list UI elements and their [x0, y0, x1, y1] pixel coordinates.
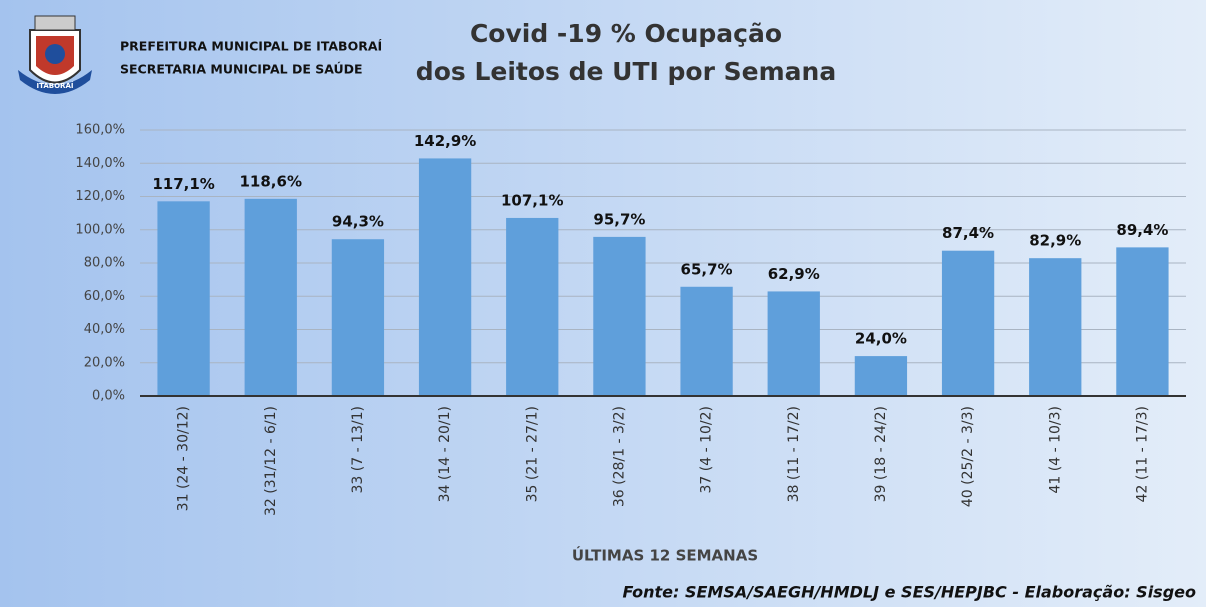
x-tick-label: 36 (28/1 - 3/2)	[611, 406, 627, 507]
y-tick-label: 40,0%	[84, 322, 125, 337]
value-label: 95,7%	[593, 210, 645, 228]
value-label: 118,6%	[240, 172, 302, 190]
value-label: 65,7%	[681, 260, 733, 278]
x-tick-label: 33 (7 - 13/1)	[350, 406, 366, 494]
value-label: 87,4%	[942, 224, 994, 242]
bar	[244, 198, 297, 396]
header-line: SECRETARIA MUNICIPAL DE SAÚDE	[120, 62, 363, 77]
chart-title: dos Leitos de UTI por Semana	[416, 57, 836, 86]
bar	[941, 250, 995, 396]
y-tick-label: 0,0%	[92, 389, 125, 404]
bar	[1029, 258, 1082, 396]
chart-title: Covid -19 % Ocupação	[470, 19, 782, 48]
bar	[157, 201, 210, 396]
x-tick-label: 40 (25/2 - 3/3)	[960, 406, 976, 507]
bar	[1116, 247, 1169, 396]
source: Fonte: SEMSA/SAEGH/HMDLJ e SES/HEPJBC - …	[622, 583, 1196, 602]
value-label: 142,9%	[414, 132, 476, 150]
header-line: PREFEITURA MUNICIPAL DE ITABORAÍ	[120, 39, 383, 54]
bar	[767, 291, 820, 396]
value-label: 82,9%	[1029, 232, 1081, 250]
y-tick-label: 60,0%	[84, 289, 125, 304]
x-tick-label: 38 (11 - 17/2)	[786, 406, 802, 502]
y-tick-label: 20,0%	[84, 355, 125, 370]
y-tick-label: 80,0%	[84, 256, 125, 271]
value-label: 62,9%	[768, 265, 820, 283]
x-tick-label: 34 (14 - 20/1)	[437, 406, 453, 502]
bar	[506, 217, 559, 396]
bar	[593, 236, 646, 396]
y-tick-label: 120,0%	[75, 189, 125, 204]
x-tick-label: 31 (24 - 30/12)	[176, 406, 192, 511]
bar	[680, 286, 733, 396]
bar	[854, 356, 908, 396]
logo-text: ITABORAÍ	[37, 81, 74, 90]
value-label: 117,1%	[152, 175, 214, 193]
x-tick-label: 39 (18 - 24/2)	[873, 406, 889, 502]
bar	[418, 158, 472, 396]
x-tick-label: 35 (21 - 27/1)	[524, 406, 540, 502]
x-axis-label: ÚLTIMAS 12 SEMANAS	[572, 546, 758, 565]
bar	[331, 239, 385, 396]
x-tick-label: 42 (11 - 17/3)	[1134, 406, 1150, 502]
y-tick-label: 140,0%	[75, 156, 125, 171]
logo: ITABORAÍ	[18, 15, 92, 94]
value-label: 94,3%	[332, 213, 384, 231]
value-label: 107,1%	[501, 191, 563, 209]
value-label: 89,4%	[1116, 221, 1168, 239]
x-tick-label: 41 (4 - 10/3)	[1047, 406, 1063, 494]
x-tick-label: 32 (31/12 - 6/1)	[263, 406, 279, 516]
y-tick-label: 160,0%	[75, 123, 125, 138]
value-label: 24,0%	[855, 330, 907, 348]
y-tick-label: 100,0%	[75, 222, 125, 237]
x-tick-label: 37 (4 - 10/2)	[699, 406, 715, 494]
